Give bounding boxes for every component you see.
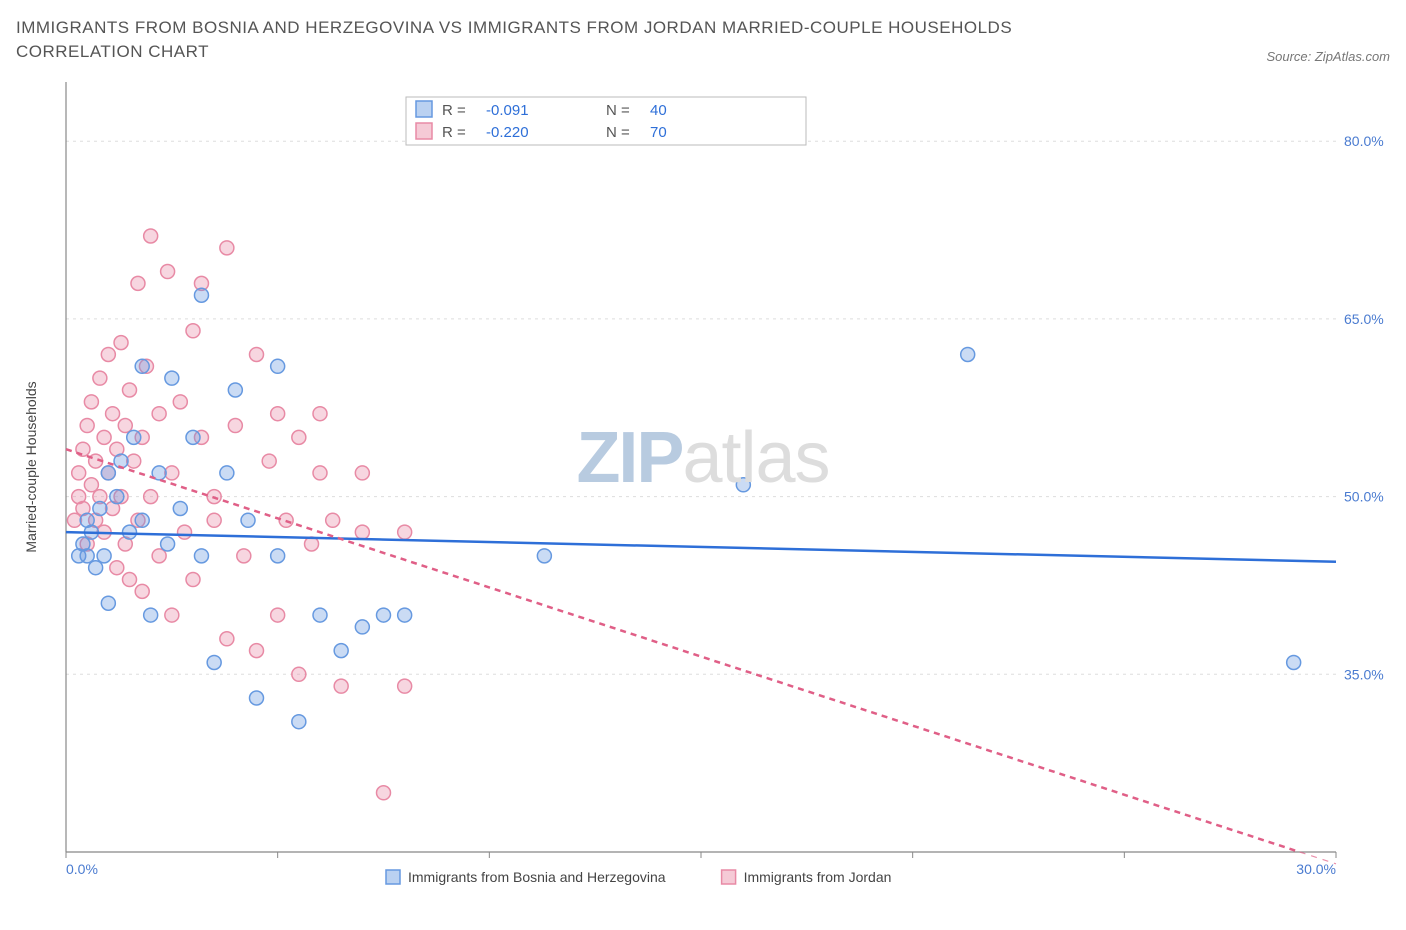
svg-text:-0.091: -0.091 xyxy=(486,102,529,119)
svg-text:70: 70 xyxy=(650,124,667,141)
svg-text:Immigrants from Bosnia and Her: Immigrants from Bosnia and Herzegovina xyxy=(408,869,666,885)
svg-text:0.0%: 0.0% xyxy=(66,861,98,877)
svg-text:35.0%: 35.0% xyxy=(1344,666,1384,682)
svg-text:N =: N = xyxy=(606,124,630,141)
svg-text:N =: N = xyxy=(606,102,630,119)
svg-text:R =: R = xyxy=(442,124,466,141)
svg-text:-0.220: -0.220 xyxy=(486,124,529,141)
svg-text:50.0%: 50.0% xyxy=(1344,488,1384,504)
chart-title: IMMIGRANTS FROM BOSNIA AND HERZEGOVINA V… xyxy=(16,16,1116,64)
chart-container: 35.0% 50.0% 65.0% 80.0% 0.0% 30.0% Married-cou… xyxy=(16,72,1390,912)
svg-text:65.0%: 65.0% xyxy=(1344,311,1384,327)
svg-text:30.0%: 30.0% xyxy=(1296,861,1336,877)
svg-text:Immigrants from Jordan: Immigrants from Jordan xyxy=(744,869,892,885)
svg-text:40: 40 xyxy=(650,102,667,119)
svg-text:R =: R = xyxy=(442,102,466,119)
scatter-chart: 35.0% 50.0% 65.0% 80.0% 0.0% 30.0% Married-cou… xyxy=(16,72,1390,912)
svg-text:Married-couple Households: Married-couple Households xyxy=(23,381,39,552)
chart-header: IMMIGRANTS FROM BOSNIA AND HERZEGOVINA V… xyxy=(16,16,1390,64)
svg-text:80.0%: 80.0% xyxy=(1344,133,1384,149)
chart-source: Source: ZipAtlas.com xyxy=(1266,49,1390,64)
